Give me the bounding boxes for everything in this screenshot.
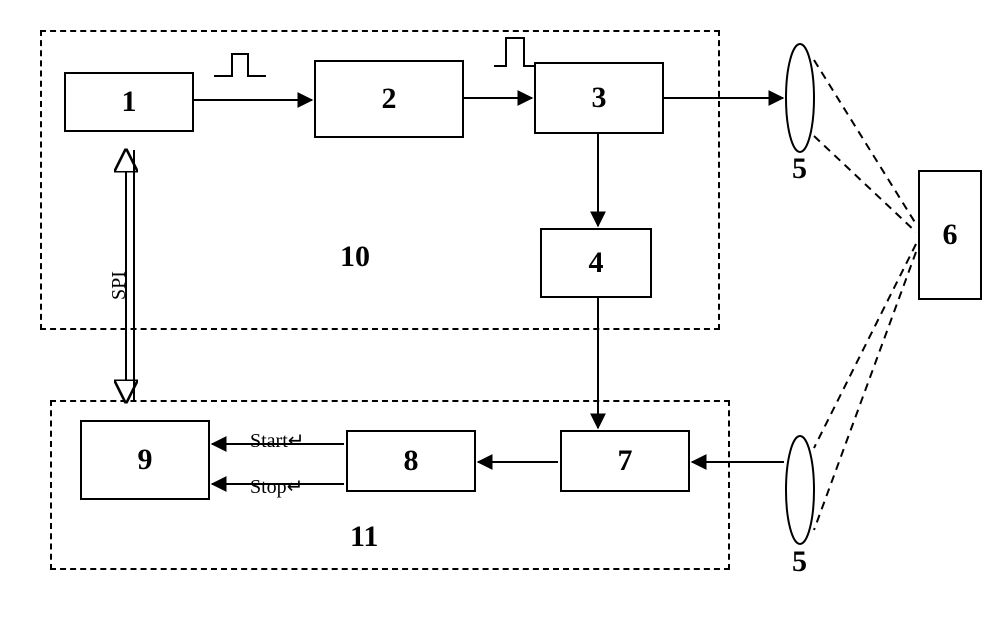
node-9: 9 [80,420,210,500]
lens-bottom [786,436,814,544]
label-5-top: 5 [792,152,807,186]
label-start: Start↵ [250,428,305,453]
edge-6-lens-b [814,252,916,530]
label-spi: SPI [108,271,131,300]
node-1: 1 [64,72,194,132]
label-stop: Stop↵ [250,474,303,499]
node-7: 7 [560,430,690,492]
node-3: 3 [534,62,664,134]
node-4: 4 [540,228,652,298]
node-6: 6 [918,170,982,300]
lens-top [786,44,814,152]
label-11: 11 [350,520,378,554]
node-2: 2 [314,60,464,138]
label-10: 10 [340,240,370,274]
edge-lens-6-a [814,60,916,224]
edge-lens-6-b [814,136,916,232]
edge-6-lens-a [814,244,916,448]
label-5-bottom: 5 [792,545,807,579]
node-8: 8 [346,430,476,492]
diagram-canvas: 1 2 3 4 6 7 8 9 5 5 10 11 SPI Start↵ Sto… [0,0,1000,619]
